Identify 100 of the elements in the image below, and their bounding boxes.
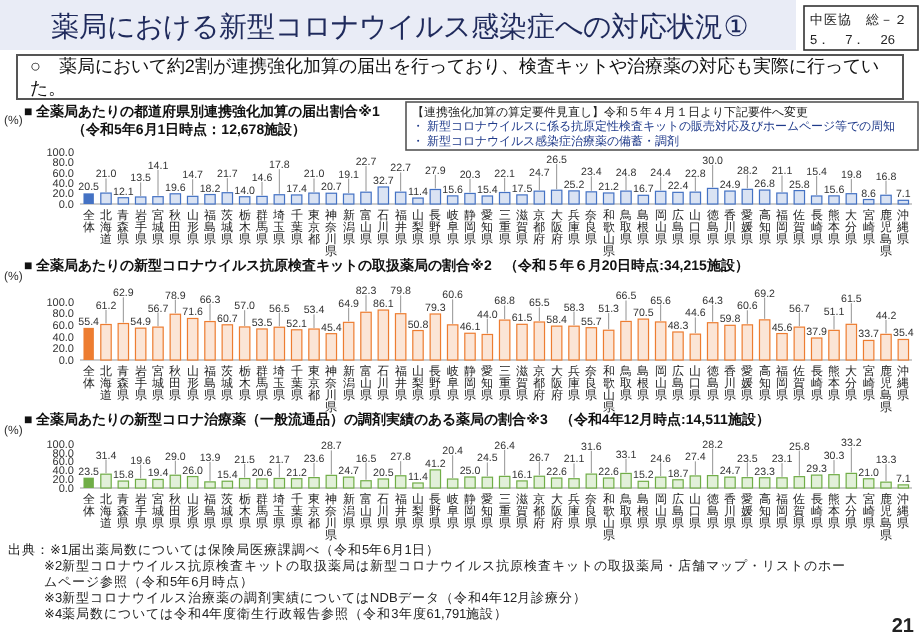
text: 薬局における新型コロナウイルス感染症への対応状況① (51, 10, 749, 42)
bar (793, 326, 806, 361)
bar (100, 473, 112, 489)
bar (880, 481, 892, 489)
bar (100, 192, 112, 205)
bar (221, 480, 234, 489)
bar (516, 323, 528, 361)
bar (446, 478, 459, 489)
bar (776, 332, 788, 361)
bar (793, 476, 806, 489)
bar (152, 326, 164, 361)
bar (325, 333, 338, 361)
bar (273, 194, 286, 205)
bar (758, 477, 771, 489)
bar (845, 472, 858, 489)
bar (238, 196, 251, 205)
bar (654, 190, 667, 205)
bar (585, 191, 598, 205)
bar (256, 478, 268, 489)
bar (672, 331, 684, 361)
bar (602, 329, 615, 361)
bar (776, 477, 788, 489)
bar (706, 474, 719, 489)
bar (238, 326, 251, 361)
bar (360, 311, 372, 361)
bar (83, 477, 94, 488)
bar (290, 194, 303, 205)
bar (308, 328, 320, 361)
bar (654, 321, 667, 361)
bar (706, 322, 719, 361)
bar (828, 195, 840, 205)
bar (481, 195, 494, 205)
bar (273, 477, 286, 489)
bar (186, 475, 199, 489)
bar (706, 187, 719, 205)
bar (637, 480, 650, 489)
bar (117, 197, 130, 205)
bar (238, 477, 251, 489)
bar (810, 474, 823, 489)
bar (464, 192, 476, 205)
bar (204, 481, 216, 489)
bar (637, 194, 650, 205)
bar (83, 193, 94, 204)
bar (325, 474, 338, 489)
bar (394, 313, 407, 361)
bar (169, 474, 182, 489)
bar (602, 192, 615, 205)
bar (308, 477, 320, 489)
bar (654, 476, 667, 489)
bar (256, 195, 268, 205)
bar (637, 318, 650, 361)
bar (204, 320, 216, 361)
bar (672, 479, 684, 489)
bar (585, 327, 598, 361)
bar (360, 480, 372, 489)
bar (672, 191, 684, 205)
bar (221, 192, 234, 205)
bar (568, 325, 580, 361)
bar (724, 190, 736, 205)
bar (273, 326, 286, 361)
bar (776, 192, 788, 205)
bar (481, 333, 494, 361)
bar (169, 313, 182, 361)
bar (498, 191, 511, 205)
bar (620, 320, 632, 361)
bar (568, 190, 580, 205)
bar (169, 193, 182, 205)
bar (533, 475, 546, 489)
bar (689, 191, 702, 205)
bar (412, 329, 424, 361)
bar (377, 309, 390, 361)
bar (498, 319, 511, 361)
bar (516, 480, 528, 489)
bar (221, 324, 234, 361)
bar (446, 195, 459, 205)
bar (758, 319, 771, 361)
bar (741, 188, 754, 205)
bar (620, 190, 632, 205)
bar (429, 469, 442, 489)
bar (602, 477, 615, 489)
bar (741, 477, 754, 489)
bar (342, 193, 355, 205)
text: ○ 薬局において約2割が連携強化加算の届出を行っており、検査キットや治療薬の対応も実際に行っていた。 (16, 54, 904, 100)
bar (550, 325, 563, 361)
bar (550, 477, 563, 489)
bar (134, 196, 147, 205)
bar (394, 475, 407, 489)
bar (256, 328, 268, 361)
bar (464, 476, 476, 489)
bar (533, 321, 546, 361)
bar (724, 476, 736, 489)
bar (290, 478, 303, 489)
bar (117, 322, 130, 361)
bar (134, 478, 147, 489)
bar (550, 189, 563, 205)
bar (620, 472, 632, 489)
bar (152, 196, 164, 205)
bar (342, 321, 355, 361)
bar (758, 189, 771, 205)
bar (152, 478, 164, 489)
